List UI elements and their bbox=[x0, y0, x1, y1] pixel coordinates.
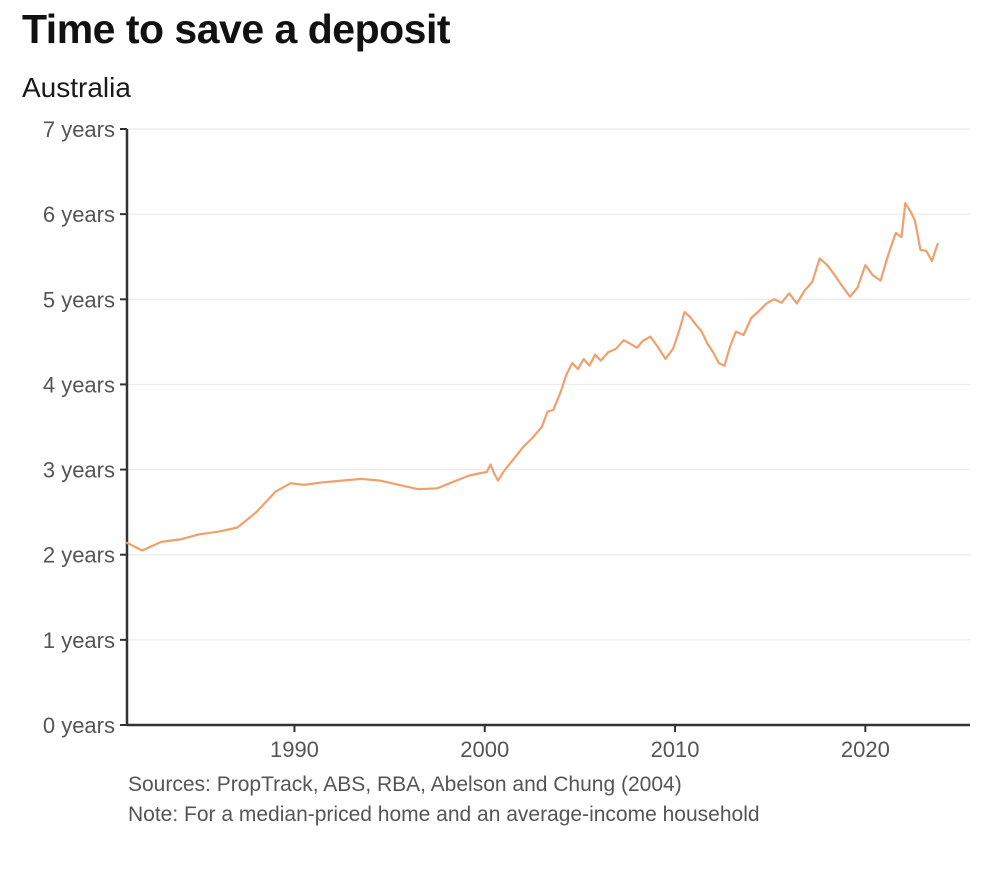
footnote: Note: For a median-priced home and an av… bbox=[128, 803, 760, 826]
sources-note: Sources: PropTrack, ABS, RBA, Abelson an… bbox=[128, 773, 682, 796]
x-tick-label-2000: 2000 bbox=[460, 737, 509, 762]
chart-subtitle: Australia bbox=[22, 72, 131, 103]
x-tick-label-2010: 2010 bbox=[651, 737, 700, 762]
axis-layer bbox=[125, 129, 970, 727]
x-tick-label-2020: 2020 bbox=[841, 737, 890, 762]
y-tick-label-3: 3 years bbox=[43, 458, 115, 483]
y-tick-label-5: 5 years bbox=[43, 287, 115, 312]
y-tick-label-6: 6 years bbox=[43, 202, 115, 227]
y-tick-label-7: 7 years bbox=[43, 117, 115, 142]
y-tick-label-2: 2 years bbox=[43, 543, 115, 568]
y-tick-label-4: 4 years bbox=[43, 372, 115, 397]
tick-layer: 0 years 1 years 2 years 3 years 4 years 5 yea… bbox=[43, 117, 890, 762]
y-tick-label-1: 1 years bbox=[43, 628, 115, 653]
y-tick-label-0: 0 years bbox=[43, 713, 115, 738]
grid-layer bbox=[127, 128, 970, 641]
chart-title: Time to save a deposit bbox=[22, 6, 451, 52]
series-layer bbox=[125, 202, 939, 552]
series-line-0 bbox=[125, 202, 939, 552]
x-tick-label-1990: 1990 bbox=[270, 737, 319, 762]
